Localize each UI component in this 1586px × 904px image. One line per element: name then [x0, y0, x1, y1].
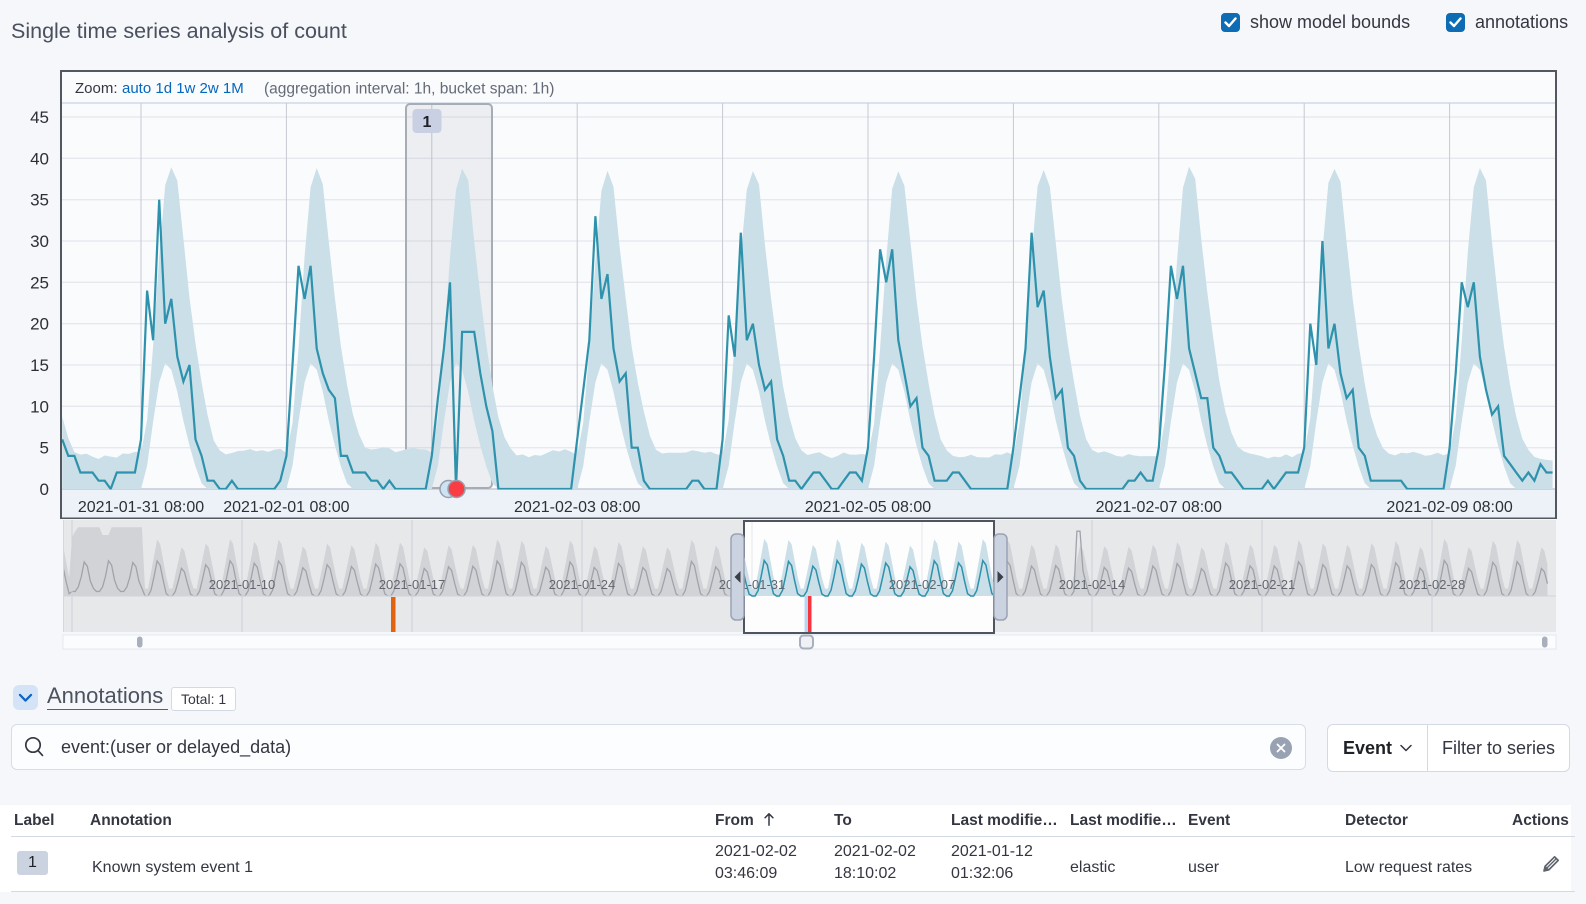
- svg-text:auto 1d 1w 2w 1M: auto 1d 1w 2w 1M: [122, 80, 244, 97]
- svg-text:2021-01-31: 2021-01-31: [719, 577, 786, 592]
- svg-text:45: 45: [30, 108, 49, 127]
- svg-text:25: 25: [30, 273, 49, 292]
- svg-text:2021-01-31 08:00: 2021-01-31 08:00: [78, 499, 204, 516]
- svg-text:0: 0: [40, 480, 49, 499]
- svg-text:5: 5: [40, 439, 49, 458]
- svg-text:15: 15: [30, 356, 49, 375]
- svg-text:2021-01-24: 2021-01-24: [549, 577, 616, 592]
- svg-text:2021-02-28: 2021-02-28: [1399, 577, 1466, 592]
- svg-text:35: 35: [30, 191, 49, 210]
- svg-text:10: 10: [30, 397, 49, 416]
- svg-text:2021-02-21: 2021-02-21: [1229, 577, 1296, 592]
- svg-text:1: 1: [423, 114, 432, 131]
- svg-text:2021-02-14: 2021-02-14: [1059, 577, 1126, 592]
- svg-text:2021-01-17: 2021-01-17: [379, 577, 446, 592]
- svg-text:2021-01-10: 2021-01-10: [209, 577, 276, 592]
- svg-text:20: 20: [30, 315, 49, 334]
- svg-text:2021-02-07: 2021-02-07: [889, 577, 956, 592]
- svg-text:30: 30: [30, 232, 49, 251]
- svg-text:2021-02-01 08:00: 2021-02-01 08:00: [223, 499, 349, 516]
- svg-text:40: 40: [30, 149, 49, 168]
- svg-text:Zoom:: Zoom:: [75, 80, 118, 97]
- svg-text:2021-02-05 08:00: 2021-02-05 08:00: [805, 499, 931, 516]
- svg-text:(aggregation interval: 1h, buc: (aggregation interval: 1h, bucket span: …: [264, 81, 554, 98]
- svg-text:2021-02-09 08:00: 2021-02-09 08:00: [1386, 499, 1512, 516]
- svg-text:2021-02-07 08:00: 2021-02-07 08:00: [1096, 499, 1222, 516]
- svg-text:2021-02-03 08:00: 2021-02-03 08:00: [514, 499, 640, 516]
